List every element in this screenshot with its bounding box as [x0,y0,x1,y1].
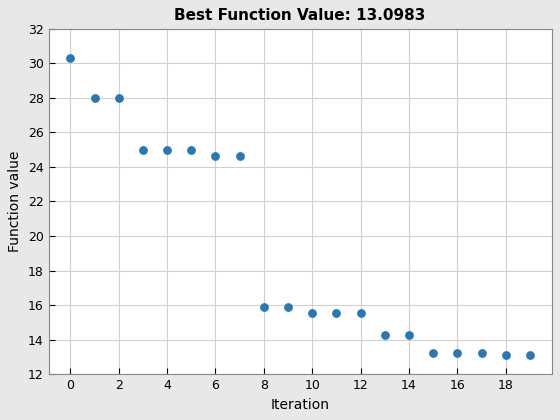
Point [259,304,268,310]
Point [356,310,365,316]
Point [501,352,510,359]
Point [308,310,317,316]
Point [429,349,438,356]
X-axis label: Iteration: Iteration [270,398,330,412]
Point [404,331,413,338]
Point [235,152,244,159]
Point [187,146,196,153]
Point [380,331,389,338]
Point [138,146,147,153]
Point [90,94,99,101]
Point [211,152,220,159]
Point [477,349,486,356]
Point [525,352,534,359]
Point [283,304,292,310]
Title: Best Function Value: 13.0983: Best Function Value: 13.0983 [175,8,426,24]
Point [332,310,341,316]
Point [162,146,171,153]
Point [114,94,123,101]
Point [453,349,462,356]
Y-axis label: Function value: Function value [8,151,22,252]
Point [66,55,75,61]
